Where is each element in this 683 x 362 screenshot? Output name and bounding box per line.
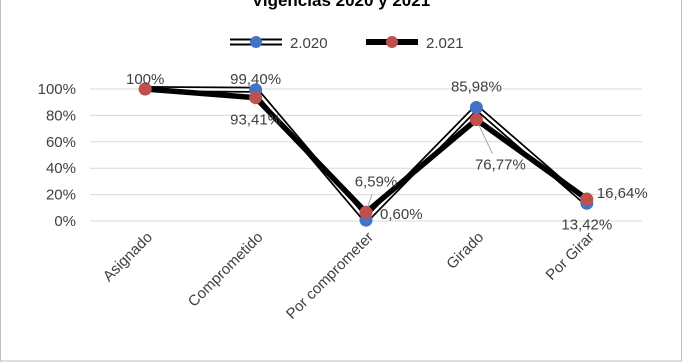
marker-2021 xyxy=(359,205,373,219)
data-label: 16,64% xyxy=(597,185,648,202)
legend: 2.020 2.021 xyxy=(230,35,464,52)
data-label: 76,77% xyxy=(475,157,526,174)
legend-label-2020: 2.020 xyxy=(290,35,328,52)
series-markers xyxy=(138,82,594,227)
marker-2021 xyxy=(138,82,152,96)
legend-marker-2021 xyxy=(386,36,398,48)
data-label: 93,41% xyxy=(230,112,281,129)
chart-title: Vigencias 2020 y 2021 xyxy=(252,0,430,10)
marker-2021 xyxy=(580,192,594,206)
data-label: 13,42% xyxy=(561,216,612,233)
legend-label-2021: 2.021 xyxy=(426,35,464,52)
data-labels: 100% 99,40% 93,41% 6,59% 0,60% 85,98% 76,77% 16… xyxy=(126,71,648,233)
y-tick-label: 40% xyxy=(46,160,76,177)
y-tick-label: 60% xyxy=(46,134,76,151)
y-axis-ticks: 0% 20% 40% 60% 80% 100% xyxy=(38,81,76,230)
legend-marker-2020 xyxy=(250,36,262,48)
data-label: 0,60% xyxy=(380,206,423,223)
y-tick-label: 80% xyxy=(46,107,76,124)
data-label: 100% xyxy=(126,71,164,88)
y-tick-label: 100% xyxy=(38,81,76,98)
y-tick-label: 20% xyxy=(46,187,76,204)
data-label: 99,40% xyxy=(230,71,281,88)
marker-2020 xyxy=(469,101,483,115)
y-tick-label: 0% xyxy=(54,213,76,230)
data-label: 85,98% xyxy=(451,79,502,96)
marker-2021 xyxy=(469,113,483,127)
marker-2021 xyxy=(249,91,263,105)
data-label: 6,59% xyxy=(355,173,398,190)
